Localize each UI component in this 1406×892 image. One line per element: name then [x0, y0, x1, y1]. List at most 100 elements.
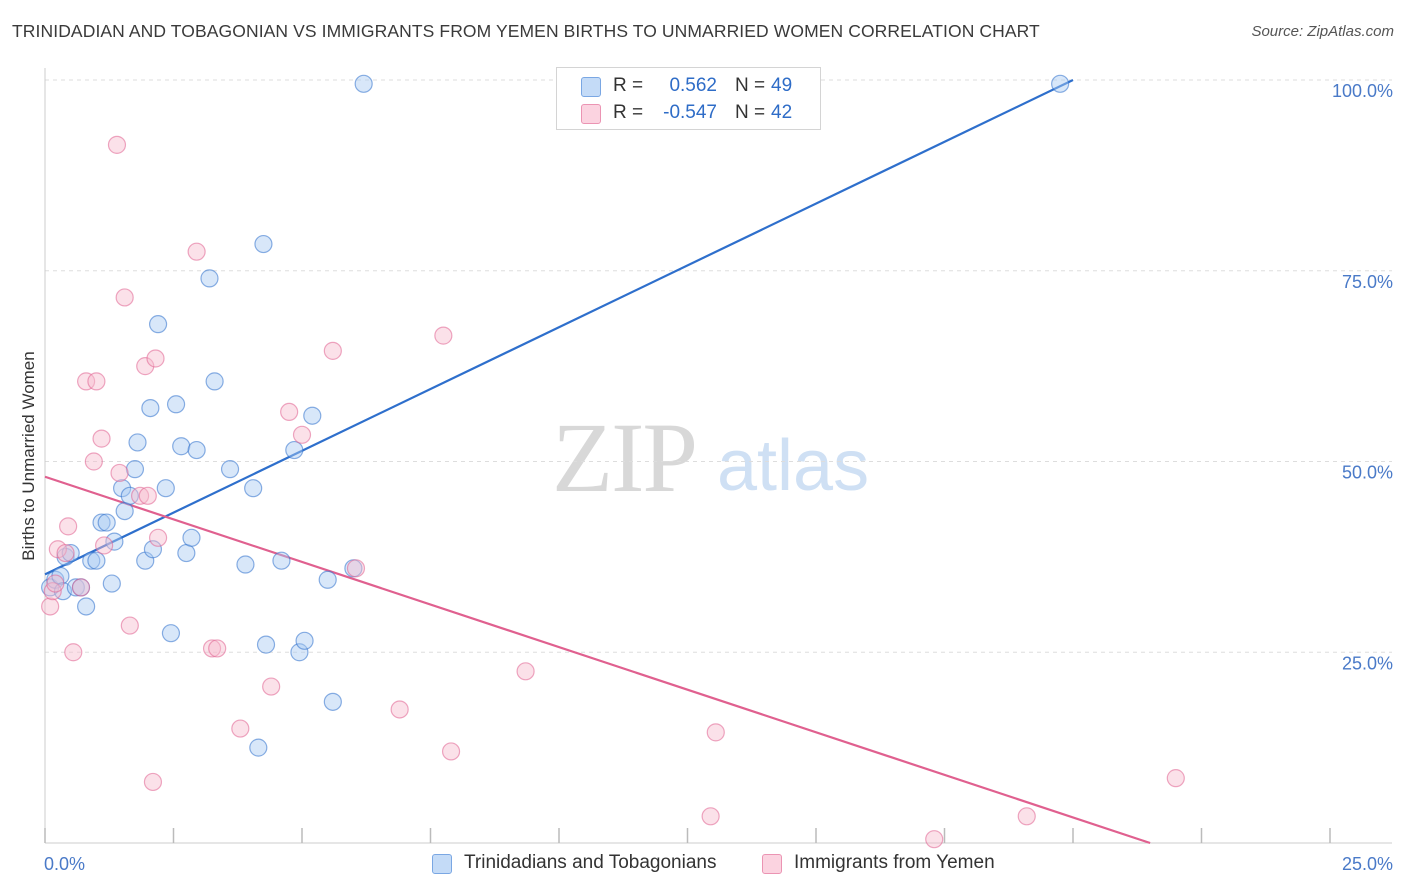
data-points [41, 74, 1185, 849]
point-trinidadian [272, 551, 291, 570]
correlation-legend: R = 0.562 N = 49 R = -0.547 N = 42 [556, 67, 821, 130]
point-yemen [148, 528, 168, 547]
point-trinidadian [182, 528, 201, 547]
legend-swatch-pink [581, 104, 601, 124]
point-trinidadian [254, 234, 273, 254]
y-tick-label: 75.0% [1342, 272, 1393, 292]
point-yemen [390, 700, 409, 719]
point-yemen [41, 597, 60, 616]
point-trinidadian [244, 479, 263, 498]
legend-r-label: R = [613, 102, 644, 123]
point-yemen [136, 357, 155, 376]
point-trinidadian [285, 440, 304, 460]
point-trinidadian [187, 440, 206, 460]
point-trinidadian [102, 574, 121, 593]
legend-row-trinidadian: R = 0.562 N = 49 [557, 74, 820, 100]
point-trinidadian [87, 551, 106, 570]
point-trinidadian [148, 315, 168, 334]
point-trinidadian [256, 635, 276, 654]
legend-n-label: N = [735, 102, 766, 123]
axes [44, 68, 1392, 844]
x-tick-label: 0.0% [44, 854, 85, 874]
point-trinidadian [97, 513, 116, 532]
point-trinidadian [172, 437, 191, 456]
legend-r-value: 0.562 [669, 75, 717, 96]
point-trinidadian [66, 578, 85, 597]
point-yemen [280, 402, 299, 422]
point-yemen [925, 830, 944, 849]
point-yemen [71, 578, 91, 597]
point-yemen [516, 662, 535, 681]
point-trinidadian [143, 540, 163, 559]
point-yemen [701, 807, 720, 826]
point-yemen [346, 559, 366, 578]
point-trinidadian [115, 501, 134, 521]
y-tick-label: 100.0% [1332, 81, 1393, 101]
legend-n-value: 49 [771, 75, 793, 96]
point-trinidadian [141, 398, 160, 418]
trend-lines [44, 79, 1151, 845]
point-yemen [146, 349, 165, 368]
point-yemen [110, 463, 129, 483]
point-trinidadian [220, 460, 240, 479]
point-yemen [292, 425, 312, 444]
point-trinidadian [290, 643, 309, 662]
point-yemen [59, 517, 78, 536]
legend-row-yemen: R = -0.547 N = 42 [557, 101, 820, 127]
point-yemen [231, 719, 250, 738]
legend-n-value: 42 [771, 102, 793, 123]
point-yemen [107, 135, 127, 154]
legend-swatch-pink [762, 854, 782, 874]
legend-r-label: R = [613, 75, 644, 96]
point-yemen [1017, 807, 1036, 826]
point-yemen [1166, 769, 1185, 788]
legend-n-label: N = [735, 75, 766, 96]
point-trinidadian [128, 433, 147, 452]
point-trinidadian [295, 631, 314, 650]
point-yemen [262, 677, 281, 696]
point-trinidadian [125, 460, 145, 479]
point-yemen [46, 574, 65, 593]
legend-label-trinidadian: Trinidadians and Tobagonians [464, 852, 717, 873]
trend-line-yemen [44, 475, 1151, 845]
y-tick-label: 25.0% [1342, 653, 1393, 673]
point-yemen [441, 742, 461, 761]
trend-line-trinidadian [44, 79, 1074, 576]
legend-swatch-blue [581, 77, 601, 97]
point-trinidadian [82, 551, 101, 570]
point-yemen [323, 341, 342, 360]
point-yemen [95, 536, 114, 555]
point-yemen [434, 326, 453, 345]
point-yemen [64, 643, 83, 662]
x-tick-label: 25.0% [1342, 854, 1393, 874]
legend-swatch-blue [432, 854, 452, 874]
point-trinidadian [166, 395, 186, 414]
point-trinidadian [200, 269, 219, 288]
point-yemen [187, 242, 206, 261]
point-yemen [202, 639, 222, 658]
point-trinidadian [249, 738, 268, 757]
point-yemen [208, 639, 227, 658]
point-trinidadian [303, 406, 322, 425]
point-trinidadian [105, 532, 124, 551]
legend-label-yemen: Immigrants from Yemen [794, 852, 995, 873]
point-trinidadian [92, 513, 111, 532]
point-trinidadian [323, 692, 342, 711]
point-yemen [77, 372, 96, 391]
point-yemen [120, 616, 139, 635]
point-trinidadian [156, 479, 175, 498]
point-trinidadian [120, 486, 139, 505]
point-yemen [92, 429, 111, 448]
point-trinidadian [161, 624, 181, 643]
source-label: Source: ZipAtlas.com [1251, 23, 1394, 40]
point-trinidadian [236, 555, 255, 574]
point-trinidadian [1051, 74, 1070, 93]
point-yemen [56, 543, 75, 563]
point-yemen [138, 486, 157, 505]
series-legend: Trinidadians and Tobagonians Immigrants … [0, 852, 1406, 878]
point-yemen [87, 372, 106, 391]
point-trinidadian [177, 543, 196, 563]
chart-title: TRINIDADIAN AND TOBAGONIAN VS IMMIGRANTS… [12, 21, 1040, 41]
ticks: 25.0% 50.0% 75.0% 100.0% 0.0% 25.0% [44, 81, 1393, 874]
